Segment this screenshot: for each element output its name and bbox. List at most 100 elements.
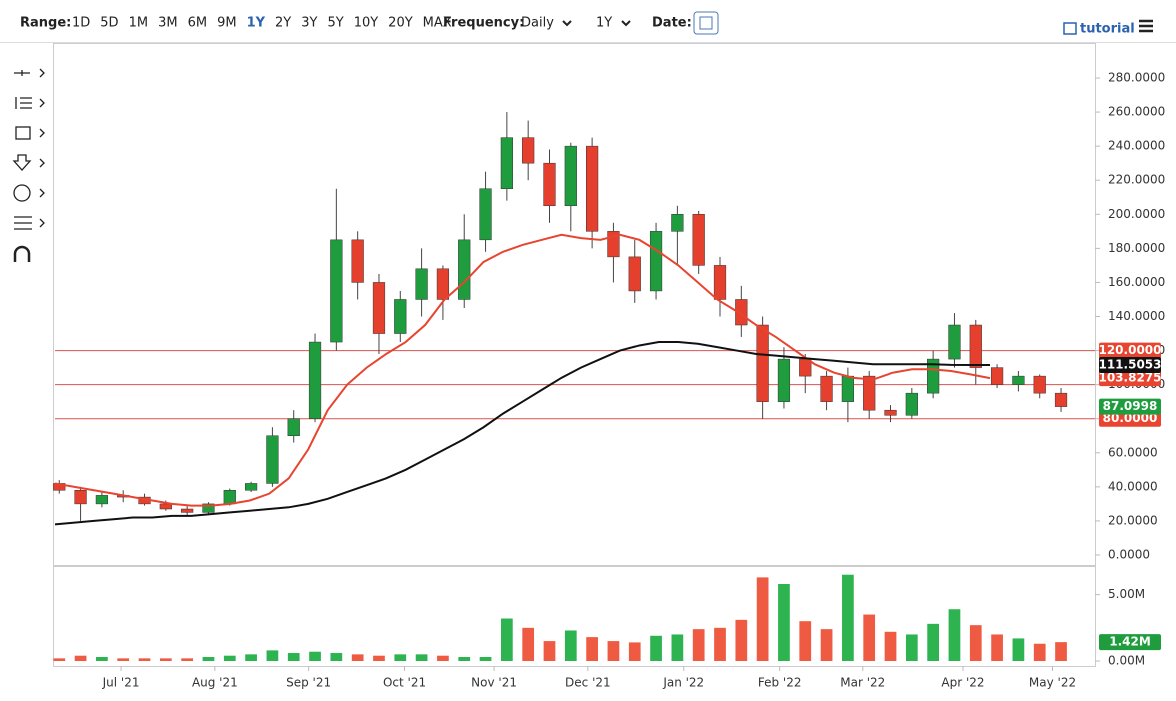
volume-tick-label: 0.00M	[1108, 654, 1145, 668]
moving-average	[54, 233, 991, 507]
price-pane	[53, 43, 1096, 566]
y-tick-label: 140.0000	[1108, 309, 1165, 323]
x-tick-label: Jul '21	[102, 676, 140, 690]
range-button[interactable]: 1Y	[247, 16, 266, 31]
x-tick-label: Nov '21	[471, 676, 517, 690]
volume-bar	[500, 618, 513, 661]
candle-body	[1012, 375, 1025, 385]
range-button[interactable]: 9M	[217, 16, 237, 31]
volume-bar	[735, 619, 748, 661]
chevron	[621, 20, 631, 27]
candle-body	[159, 503, 172, 510]
candle-body	[756, 324, 769, 402]
date-button[interactable]	[693, 11, 719, 35]
candle-body	[628, 256, 641, 292]
range-button[interactable]: 3M	[158, 16, 178, 31]
volume-bar	[74, 655, 87, 661]
volume-bar	[564, 630, 577, 661]
volume-bar	[373, 655, 385, 661]
candle-body	[202, 503, 215, 513]
volume-bar	[1055, 642, 1067, 661]
candle-body	[969, 324, 982, 368]
volume-bar	[437, 655, 449, 661]
volume-bar	[287, 653, 300, 661]
range-button[interactable]: 5Y	[327, 16, 343, 31]
volume-bar	[522, 627, 535, 661]
range-label: Range:	[20, 16, 71, 31]
frequency-select[interactable]: Daily	[521, 16, 554, 31]
volume-bar	[53, 658, 66, 661]
price-tag	[1099, 342, 1161, 359]
candle-body	[351, 239, 364, 283]
range-button[interactable]: 1M	[129, 16, 149, 31]
y-tick-label: 260.0000	[1108, 105, 1165, 119]
price-tag	[1099, 357, 1161, 374]
x-tick-label: Dec '21	[565, 676, 611, 690]
tutorial-link[interactable]: tutorial	[1080, 22, 1135, 37]
tool-pitch[interactable]	[14, 216, 32, 230]
x-tick-label: Sep '21	[286, 676, 331, 690]
candle-body	[649, 231, 663, 292]
tool-line[interactable]	[14, 70, 30, 76]
volume-tick-label: 5.00M	[1108, 587, 1145, 601]
x-tick-label: Feb '22	[758, 676, 802, 690]
candle-body	[841, 375, 854, 402]
candle-body	[863, 375, 876, 411]
candle-body	[522, 137, 535, 164]
candle-body	[330, 239, 343, 343]
range-button[interactable]: 1D	[72, 16, 90, 31]
candle-body	[244, 483, 258, 491]
price-tag	[1099, 370, 1161, 387]
candle-body	[1054, 392, 1068, 407]
volume-bar	[778, 584, 790, 661]
y-tick-label: 40.0000	[1108, 479, 1158, 493]
y-tick-label: 180.0000	[1108, 241, 1165, 255]
volume-bar	[394, 654, 407, 661]
range-button[interactable]: 3Y	[301, 16, 317, 31]
range-button[interactable]: 20Y	[388, 16, 413, 31]
x-tick-label: Apr '22	[941, 676, 984, 690]
candle-body	[543, 162, 556, 207]
price-tag-label: 1.42M	[1109, 635, 1151, 649]
volume-bar	[330, 653, 343, 661]
tool-marker[interactable]	[12, 154, 32, 171]
volume-bar	[309, 651, 321, 661]
range-button[interactable]: 6M	[188, 16, 208, 31]
candle-body	[713, 265, 727, 300]
volume-bar	[458, 657, 471, 661]
candle-body	[394, 299, 407, 334]
tool-count[interactable]	[13, 184, 31, 202]
price-tag-label: 87.0998	[1103, 399, 1158, 413]
y-tick-label: 60.0000	[1108, 445, 1158, 459]
drawing-tools	[12, 68, 45, 262]
volume-bar	[820, 629, 833, 661]
candle-body	[927, 358, 940, 394]
menu-icon[interactable]	[1139, 19, 1153, 33]
period-select[interactable]: 1Y	[596, 16, 612, 31]
volume-bar	[181, 658, 194, 661]
price-tag	[1099, 398, 1161, 415]
candle-body	[990, 367, 1004, 385]
candle-body	[607, 231, 620, 258]
range-button[interactable]: 10Y	[354, 16, 379, 31]
candle-body	[287, 418, 300, 437]
candle-body	[586, 145, 599, 232]
range-button[interactable]: MAX	[423, 16, 452, 31]
volume-bar	[159, 658, 172, 661]
y-tick-label: 200.0000	[1108, 207, 1165, 221]
top-strip	[0, 0, 1176, 8]
tool-arrow	[39, 188, 45, 198]
tool-magnet[interactable]	[13, 245, 31, 262]
tool-fib[interactable]	[15, 97, 32, 109]
tool-rect[interactable]	[15, 126, 31, 140]
volume-bar	[1033, 643, 1046, 661]
range-button[interactable]: 2Y	[275, 16, 291, 31]
range-button[interactable]: 5D	[100, 16, 118, 31]
candle-body	[948, 324, 961, 360]
candle-body	[564, 145, 577, 207]
tool-arrow	[39, 98, 45, 108]
volume-bar	[117, 658, 130, 661]
x-tick-label: Oct '21	[383, 676, 426, 690]
volume-bar	[991, 634, 1003, 661]
volume-bar	[905, 634, 918, 661]
